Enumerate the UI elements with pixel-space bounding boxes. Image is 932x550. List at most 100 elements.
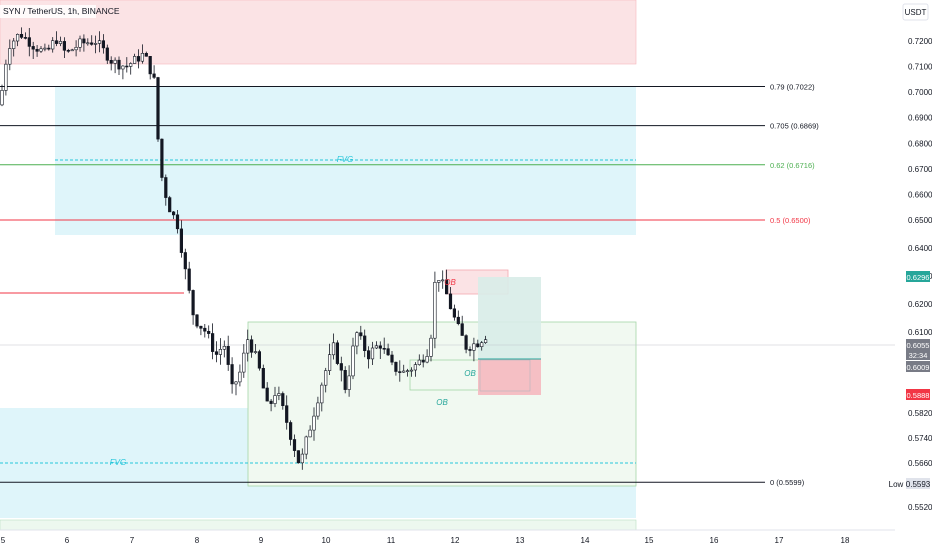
candle-up (351, 345, 355, 377)
candle-up (441, 279, 445, 282)
price-badge-label: 32:34 (909, 351, 928, 360)
candle-down (117, 59, 121, 70)
fvg-zone-upper (55, 87, 636, 235)
candle-down (464, 335, 468, 350)
zone-label: FVG (337, 155, 353, 164)
candle-up (327, 354, 332, 371)
zone-label: OB (444, 278, 456, 287)
x-tick-label: 8 (195, 536, 200, 545)
candle-down (31, 46, 35, 50)
x-tick-label: 16 (710, 536, 719, 545)
candle-up (140, 52, 145, 62)
currency-button[interactable]: USDT (902, 3, 929, 21)
low-label: Low (889, 480, 904, 489)
y-tick-label: 0.5820 (908, 409, 932, 418)
y-tick-label: 0.5660 (908, 459, 932, 468)
y-tick-label: 0.6700 (908, 165, 932, 174)
candle-down (444, 279, 449, 295)
candle-down (460, 323, 464, 336)
candle-down (66, 49, 70, 52)
candle-up (370, 347, 375, 360)
fib-level-label: 0.5 (0.6500) (770, 216, 811, 225)
y-tick-label: 0.5740 (908, 434, 932, 443)
x-tick-label: 14 (581, 536, 590, 545)
candle-up (312, 415, 316, 431)
candle-down (363, 335, 367, 351)
x-tick-label: 7 (130, 536, 135, 545)
price-badge (906, 349, 930, 360)
candle-up (324, 370, 328, 386)
candle-down (164, 177, 168, 198)
candle-up (58, 41, 63, 44)
x-tick-label: 18 (841, 536, 850, 545)
candle-up (300, 453, 304, 464)
candle-down (250, 339, 254, 353)
candle-down (390, 354, 394, 363)
candle-up (320, 384, 324, 404)
candle-down (35, 48, 39, 52)
low-value-badge (906, 478, 930, 489)
candle-down (152, 73, 156, 78)
candle-down (187, 268, 191, 291)
candle-up (304, 436, 308, 455)
candle-up (15, 33, 20, 42)
candle-down (382, 347, 386, 350)
position-stop-area (478, 359, 541, 395)
candle-down (172, 211, 176, 216)
candle-up (242, 352, 246, 373)
currency-button-label: USDT (905, 8, 927, 17)
candle-up (218, 348, 223, 355)
candle-up (129, 63, 133, 67)
candle-up (417, 359, 421, 366)
candle-down (285, 405, 289, 423)
candle-up (246, 339, 250, 354)
candle-down (288, 422, 293, 440)
candle-down (448, 293, 453, 310)
candle-down (226, 345, 230, 365)
candles-group (0, 27, 488, 470)
bottom-zone-strip (0, 519, 637, 531)
candle-up (234, 381, 238, 385)
candle-down (366, 350, 371, 360)
candle-up (94, 43, 98, 45)
low-value-label: 0.5593 (906, 480, 931, 489)
fib-level-label: 0.705 (0.6869) (770, 122, 819, 131)
candle-down (335, 342, 340, 364)
fib-level-label: 0 (0.5599) (770, 478, 805, 487)
y-tick-label: 0.6900 (908, 114, 932, 123)
candle-down (47, 47, 51, 50)
candle-down (136, 56, 141, 62)
candle-up (409, 369, 414, 372)
candle-down (160, 138, 164, 178)
candle-up (429, 337, 433, 357)
candle-up (413, 364, 418, 371)
candle-down (148, 55, 152, 75)
candle-down (211, 333, 215, 352)
candle-up (253, 351, 258, 353)
candle-down (23, 37, 28, 39)
y-tick-label: 0.6200 (908, 300, 932, 309)
price-badge-label: 0.6009 (907, 363, 930, 372)
candle-down (476, 343, 480, 348)
candle-up (43, 47, 47, 50)
ob-zone-green-large (247, 321, 637, 487)
x-tick-label: 6 (65, 536, 70, 545)
x-tick-label: 13 (516, 536, 525, 545)
candle-down (468, 349, 472, 351)
candle-down (144, 52, 148, 57)
candle-down (261, 367, 265, 389)
price-badge (906, 271, 930, 282)
candle-down (386, 348, 390, 356)
candle-up (51, 40, 55, 50)
fib-level-label: 0.62 (0.6716) (770, 161, 815, 170)
x-tick-label: 10 (322, 536, 331, 545)
price-badge (906, 389, 930, 400)
candle-down (109, 59, 113, 64)
x-tick-label: 17 (775, 536, 784, 545)
candle-up (70, 49, 74, 52)
candle-down (421, 359, 425, 363)
position-inner-box (479, 359, 531, 392)
candle-down (296, 450, 301, 464)
candle-down (378, 345, 382, 349)
